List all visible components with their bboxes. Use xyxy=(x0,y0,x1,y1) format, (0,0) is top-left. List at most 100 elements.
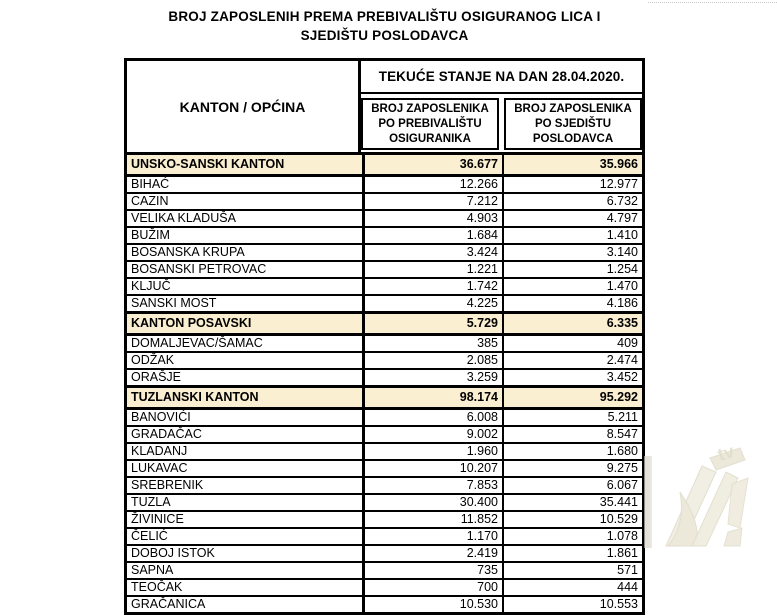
cell-employer-count: 1.470 xyxy=(503,277,642,295)
cell-residence-count: 7.212 xyxy=(363,192,504,210)
cell-employer-count: 12.977 xyxy=(503,174,642,193)
cell-employer-count: 95.292 xyxy=(503,385,642,410)
cell-employer-count: 1.254 xyxy=(503,260,642,278)
cell-residence-count: 735 xyxy=(363,561,504,579)
cell-residence-count: 10.530 xyxy=(363,595,504,612)
table-header-right: TEKUĆE STANJE NA DAN 28.04.2020. BROJ ZA… xyxy=(361,61,642,152)
cell-name: KANTON POSAVSKI xyxy=(127,311,365,336)
cell-residence-count: 3.259 xyxy=(363,368,504,387)
cell-name: DOBOJ ISTOK xyxy=(127,544,365,562)
cell-residence-count: 10.207 xyxy=(363,459,504,477)
cell-name: VELIKA KLADUŠA xyxy=(127,209,365,227)
cell-residence-count: 1.742 xyxy=(363,277,504,295)
employment-table: KANTON / OPĆINA TEKUĆE STANJE NA DAN 28.… xyxy=(124,58,645,615)
cell-residence-count: 1.684 xyxy=(363,226,504,244)
page-edge-dotted-line xyxy=(648,2,777,3)
page-title-line2: SJEDIŠTU POSLODAVCA xyxy=(300,28,469,43)
table-header: KANTON / OPĆINA TEKUĆE STANJE NA DAN 28.… xyxy=(127,61,642,152)
cell-residence-count: 2.419 xyxy=(363,544,504,562)
cell-employer-count: 1.410 xyxy=(503,226,642,244)
cell-name: BANOVIĆI xyxy=(127,407,365,426)
cell-residence-count: 385 xyxy=(363,333,504,352)
municipality-row: TUZLA 30.400 35.441 xyxy=(127,493,642,511)
watermark-tv-text: tv xyxy=(715,441,736,465)
cell-name: BUŽIM xyxy=(127,226,365,244)
cell-employer-count: 444 xyxy=(503,578,642,596)
cell-residence-count: 2.085 xyxy=(363,351,504,369)
cell-name: UNSKO-SANSKI KANTON xyxy=(127,152,365,177)
cell-employer-count: 4.797 xyxy=(503,209,642,227)
cell-residence-count: 9.002 xyxy=(363,425,504,443)
cell-residence-count: 7.853 xyxy=(363,476,504,494)
cell-name: GRAČANICA xyxy=(127,595,365,612)
cell-employer-count: 1.680 xyxy=(503,442,642,460)
municipality-row: CAZIN 7.212 6.732 xyxy=(127,192,642,210)
table-body-grid: UNSKO-SANSKI KANTON 36.677 35.966 BIHAĆ 12.2… xyxy=(127,152,642,612)
watermark-slash-1 xyxy=(665,465,717,547)
cell-name: BOSANSKA KRUPA xyxy=(127,243,365,261)
cell-name: TUZLANSKI KANTON xyxy=(127,385,365,410)
cell-employer-count: 8.547 xyxy=(503,425,642,443)
cell-name: ORAŠJE xyxy=(127,368,365,387)
cell-name: SREBRENIK xyxy=(127,476,365,494)
cell-employer-count: 1.078 xyxy=(503,527,642,545)
cell-employer-count: 6.335 xyxy=(503,311,642,336)
cell-residence-count: 3.424 xyxy=(363,243,504,261)
cell-residence-count: 1.170 xyxy=(363,527,504,545)
corner-header-kanton-opcina: KANTON / OPĆINA xyxy=(127,61,361,152)
municipality-row: SANSKI MOST 4.225 4.186 xyxy=(127,294,642,313)
cell-employer-count: 571 xyxy=(503,561,642,579)
cell-name: TUZLA xyxy=(127,493,365,511)
municipality-row: GRADAČAC 9.002 8.547 xyxy=(127,425,642,443)
municipality-row: BUŽIM 1.684 1.410 xyxy=(127,226,642,244)
sub-header-employer: BROJ ZAPOSLENIKA PO SJEDIŠTU POSLODAVCA xyxy=(504,98,642,150)
watermark-slash-2 xyxy=(691,471,739,547)
kanton-row: KANTON POSAVSKI 5.729 6.335 xyxy=(127,311,642,336)
cell-employer-count: 3.140 xyxy=(503,243,642,261)
cell-residence-count: 98.174 xyxy=(363,385,504,410)
kanton-row: TUZLANSKI KANTON 98.174 95.292 xyxy=(127,385,642,410)
municipality-row: KLJUČ 1.742 1.470 xyxy=(127,277,642,295)
municipality-row: TEOČAK 700 444 xyxy=(127,578,642,596)
cell-name: ODŽAK xyxy=(127,351,365,369)
municipality-row: BANOVIĆI 6.008 5.211 xyxy=(127,407,642,426)
watermark-leaf xyxy=(666,491,698,547)
cell-name: TEOČAK xyxy=(127,578,365,596)
municipality-row: DOMALJEVAC/ŠAMAC 385 409 xyxy=(127,333,642,352)
watermark-logo: tv xyxy=(644,441,749,548)
cell-residence-count: 12.266 xyxy=(363,174,504,193)
municipality-row: BOSANSKA KRUPA 3.424 3.140 xyxy=(127,243,642,261)
sub-header-residence: BROJ ZAPOSLENIKA PO PREBIVALIŠTU OSIGURA… xyxy=(361,98,499,150)
municipality-row: BIHAĆ 12.266 12.977 xyxy=(127,174,642,193)
cell-residence-count: 700 xyxy=(363,578,504,596)
municipality-row: ODŽAK 2.085 2.474 xyxy=(127,351,642,369)
cell-name: SAPNA xyxy=(127,561,365,579)
cell-employer-count: 6.732 xyxy=(503,192,642,210)
cell-residence-count: 4.903 xyxy=(363,209,504,227)
cell-name: KLJUČ xyxy=(127,277,365,295)
table-body: UNSKO-SANSKI KANTON 36.677 35.966 BIHAĆ 12.2… xyxy=(127,152,642,612)
cell-employer-count: 4.186 xyxy=(503,294,642,313)
cell-employer-count: 35.441 xyxy=(503,493,642,511)
cell-employer-count: 10.529 xyxy=(503,510,642,528)
cell-residence-count: 36.677 xyxy=(363,152,504,177)
cell-name: ŽIVINICE xyxy=(127,510,365,528)
cell-residence-count: 5.729 xyxy=(363,311,504,336)
cell-employer-count: 9.275 xyxy=(503,459,642,477)
cell-name: KLADANJ xyxy=(127,442,365,460)
municipality-row: GRAČANICA 10.530 10.553 xyxy=(127,595,642,612)
cell-name: CAZIN xyxy=(127,192,365,210)
watermark-bar xyxy=(644,456,651,548)
municipality-row: DOBOJ ISTOK 2.419 1.861 xyxy=(127,544,642,562)
municipality-row: ŽIVINICE 11.852 10.529 xyxy=(127,510,642,528)
cell-name: GRADAČAC xyxy=(127,425,365,443)
cell-residence-count: 1.960 xyxy=(363,442,504,460)
cell-name: DOMALJEVAC/ŠAMAC xyxy=(127,333,365,352)
page-title-line1: BROJ ZAPOSLENIH PREMA PREBIVALIŠTU OSIGU… xyxy=(168,9,601,24)
cell-residence-count: 30.400 xyxy=(363,493,504,511)
cell-employer-count: 6.067 xyxy=(503,476,642,494)
municipality-row: VELIKA KLADUŠA 4.903 4.797 xyxy=(127,209,642,227)
cell-residence-count: 1.221 xyxy=(363,260,504,278)
cell-name: BOSANSKI PETROVAC xyxy=(127,260,365,278)
